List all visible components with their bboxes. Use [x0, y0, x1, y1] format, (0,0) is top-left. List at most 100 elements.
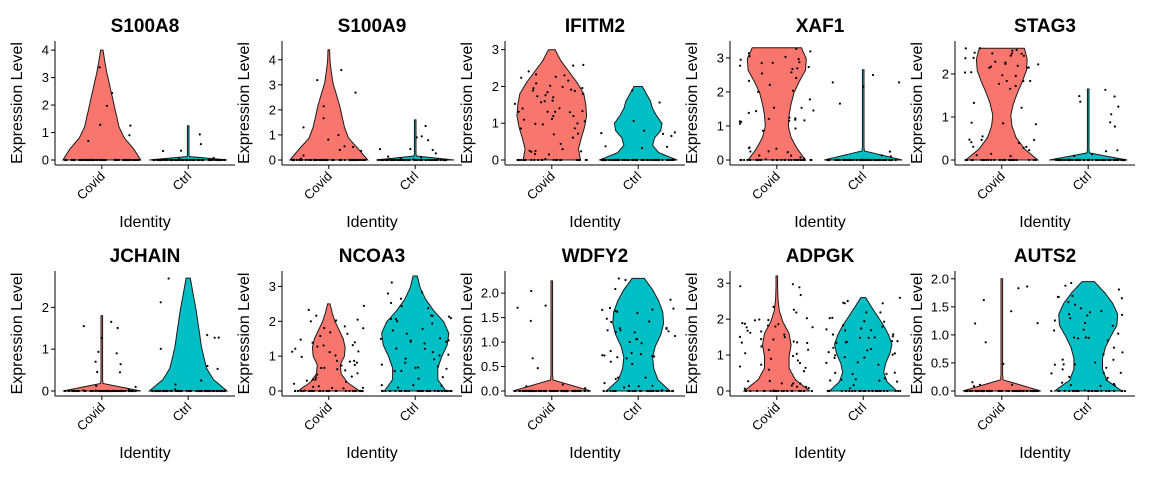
data-point [1100, 389, 1103, 393]
data-point [517, 158, 520, 162]
data-point [881, 158, 884, 162]
data-point [636, 338, 639, 341]
data-point [791, 89, 795, 92]
data-point [112, 389, 115, 393]
data-point [796, 359, 800, 362]
data-point [790, 158, 793, 162]
data-point [1087, 389, 1090, 393]
data-point [870, 158, 873, 162]
x-tick-label-covid: Covid [974, 400, 1008, 434]
data-point [409, 340, 412, 343]
data-point [1113, 125, 1116, 128]
y-tick-label: 2 [42, 300, 49, 315]
data-point [1077, 337, 1080, 340]
data-point [798, 286, 801, 289]
data-point [102, 389, 105, 393]
data-point [544, 94, 547, 97]
data-point [135, 158, 138, 162]
data-point [631, 89, 634, 92]
y-tick-label: 2 [717, 84, 724, 99]
x-tick-label-ctrl: Ctrl [1069, 168, 1094, 193]
data-point [1015, 158, 1018, 162]
x-tick-label-covid: Covid [524, 169, 558, 203]
data-point [738, 122, 742, 125]
violin-covid [296, 303, 362, 392]
data-point [890, 340, 894, 343]
data-point [75, 389, 78, 393]
y-tick-label: 1.5 [931, 299, 949, 314]
data-point [340, 68, 343, 72]
data-point [573, 89, 576, 92]
data-point [831, 81, 834, 84]
data-point [1105, 389, 1108, 393]
data-point [795, 352, 798, 355]
data-point [848, 387, 852, 390]
data-point [360, 389, 363, 393]
data-point [354, 389, 357, 393]
data-point [601, 308, 604, 311]
data-point [1111, 324, 1114, 327]
violin-ctrl [824, 69, 903, 161]
data-point [978, 47, 982, 50]
data-point [985, 158, 988, 162]
data-point [159, 347, 162, 350]
data-point [990, 158, 993, 162]
y-tick-label: 1 [42, 125, 49, 140]
data-point [431, 322, 434, 325]
data-point [769, 389, 772, 393]
data-point [981, 135, 984, 138]
data-point [1082, 328, 1085, 331]
x-tick-label-covid: Covid [524, 400, 558, 434]
data-point [1123, 389, 1127, 393]
data-point [356, 372, 359, 375]
data-point [308, 389, 311, 393]
data-point [885, 372, 888, 375]
data-point [109, 389, 112, 393]
y-tick-label: 0.0 [931, 384, 949, 399]
data-point [745, 326, 748, 329]
data-point [552, 115, 555, 118]
data-point [790, 154, 793, 157]
data-point [447, 339, 450, 342]
data-point [617, 158, 621, 162]
data-point [1088, 311, 1092, 314]
data-point [630, 352, 633, 355]
data-point [646, 158, 649, 162]
data-point [1073, 336, 1076, 339]
data-point [295, 158, 298, 162]
data-point [1079, 158, 1082, 162]
data-point [174, 383, 177, 386]
data-point [988, 66, 991, 69]
data-point [835, 341, 838, 344]
data-point [1058, 158, 1061, 162]
data-point [1112, 382, 1115, 386]
data-point [672, 307, 675, 310]
data-point [1064, 158, 1067, 162]
data-point [312, 389, 315, 393]
data-point [673, 334, 677, 338]
data-point [867, 336, 870, 339]
data-point [319, 389, 322, 393]
data-point [346, 332, 349, 335]
data-point [807, 348, 810, 351]
data-point [118, 371, 122, 374]
panel-s100a9: S100A9 0 1 2 3 4 Expression Level Identity Covid… [236, 16, 462, 231]
data-point [583, 120, 586, 123]
data-point [771, 61, 774, 64]
data-point [573, 127, 576, 130]
panel-adpgk: ADPGK 0 1 2 3 Expression Level Identity Covid Ct… [684, 246, 910, 462]
data-point [539, 389, 542, 393]
data-point [576, 132, 580, 135]
y-tick-label: 0 [717, 153, 724, 168]
data-point [530, 289, 533, 293]
data-point [170, 158, 173, 162]
data-point [157, 158, 161, 162]
data-point [1100, 310, 1103, 313]
data-point [772, 305, 775, 308]
data-point [406, 158, 409, 162]
data-point [850, 158, 853, 162]
data-point [426, 389, 429, 393]
data-point [636, 312, 639, 315]
x-tick-label-covid: Covid [974, 169, 1008, 203]
data-point [561, 383, 564, 386]
